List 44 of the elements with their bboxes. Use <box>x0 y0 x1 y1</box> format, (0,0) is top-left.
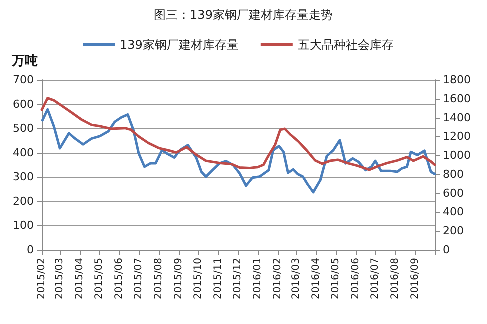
chart-title: 图三：139家钢厂建材库存量走势 <box>154 8 333 22</box>
x-tick-label: 2016/09 <box>410 258 422 300</box>
x-tick-label: 2016/05 <box>330 258 342 300</box>
x-tick-label: 2015/10 <box>192 258 204 300</box>
line-series <box>40 97 436 172</box>
x-tick-label: 2015/11 <box>212 258 224 300</box>
x-tick-label: 2016/08 <box>390 258 402 300</box>
x-tick-label: 2016/07 <box>370 258 382 300</box>
x-tick-label: 2015/04 <box>74 258 86 300</box>
y2-tick-label: 1000 <box>443 149 471 162</box>
y2-tick-label: 0 <box>443 244 450 256</box>
y2-tick-label: 1200 <box>443 130 471 144</box>
legend-label: 139家钢厂建材库存量 <box>120 38 239 52</box>
x-tick-label: 2015/09 <box>174 258 185 300</box>
y-tick-label: 200 <box>13 194 34 208</box>
x-tick-label: 2015/07 <box>133 258 144 300</box>
x-tick-label: 2015/12 <box>232 258 244 300</box>
x-tick-label: 2015/02 <box>36 258 48 300</box>
y2-tick-label: 200 <box>443 224 464 238</box>
y-tick-label: 400 <box>13 146 34 160</box>
y2-tick-label: 1800 <box>443 74 471 86</box>
y-tick-label: 300 <box>13 170 34 184</box>
y2-tick-label: 1400 <box>443 111 471 124</box>
x-tick-label: 2016/04 <box>311 258 322 300</box>
y2-tick-label: 600 <box>443 186 464 200</box>
x-tick-label: 2015/08 <box>153 258 164 300</box>
x-tick-label: 2016/03 <box>291 258 302 300</box>
y-tick-label: 700 <box>13 74 34 86</box>
line-series <box>41 108 436 194</box>
y-tick-label: 100 <box>13 219 34 232</box>
x-tick-label: 2016/06 <box>350 258 362 300</box>
y-axis-title: 万吨 <box>11 54 38 69</box>
x-tick-label: 2015/03 <box>54 258 66 300</box>
y2-tick-label: 800 <box>443 168 464 181</box>
legend-label: 五大品种社会库存 <box>298 38 394 52</box>
x-tick-label: 2015/05 <box>94 258 106 300</box>
y-tick-label: 0 <box>27 244 34 256</box>
x-tick-label: 2015/06 <box>114 258 126 300</box>
y-tick-label: 500 <box>13 122 34 136</box>
x-tick-label: 2016/01 <box>252 258 264 300</box>
y2-tick-label: 400 <box>443 206 464 219</box>
x-tick-label: 2016/02 <box>272 258 284 300</box>
y2-tick-label: 1600 <box>443 92 471 106</box>
y-tick-label: 600 <box>13 98 34 111</box>
